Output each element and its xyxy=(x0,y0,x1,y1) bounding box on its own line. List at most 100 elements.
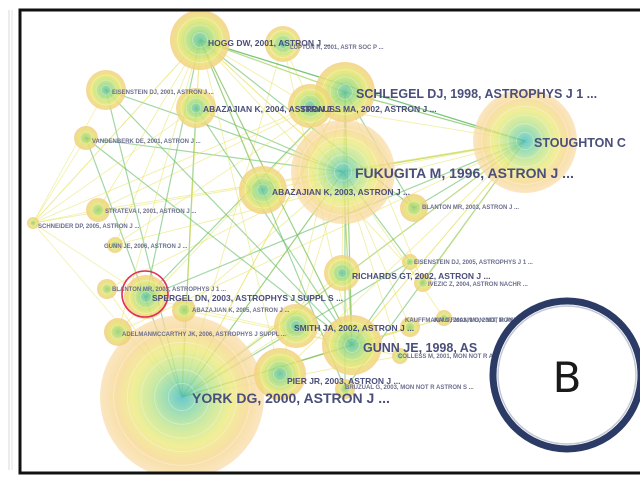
node-circle[interactable] xyxy=(74,126,98,150)
citation-edge xyxy=(195,107,353,346)
panel-frame xyxy=(18,8,640,475)
node-colless[interactable] xyxy=(392,348,408,364)
node-ring xyxy=(129,280,163,314)
node-blanton2003b[interactable] xyxy=(97,279,117,299)
node-ring xyxy=(339,383,351,395)
node-abazajian2004[interactable] xyxy=(176,88,216,128)
node-york[interactable] xyxy=(100,315,264,477)
node-circle[interactable] xyxy=(436,310,452,326)
node-circle[interactable] xyxy=(392,348,408,364)
node-label-vandenberk: VANDENBERK DE, 2001, ASTRON J ... xyxy=(92,139,201,145)
node-smith[interactable] xyxy=(274,304,318,348)
node-ring xyxy=(336,329,368,361)
node-circle[interactable] xyxy=(324,255,360,291)
node-ring xyxy=(250,177,276,203)
node-circle[interactable] xyxy=(176,88,216,128)
node-circle[interactable] xyxy=(402,254,418,270)
node-eisenstein2001[interactable] xyxy=(86,70,126,110)
node-circle[interactable] xyxy=(265,26,301,62)
node-circle[interactable] xyxy=(473,89,577,193)
node-strauss[interactable] xyxy=(288,84,332,128)
node-circle[interactable] xyxy=(400,194,428,222)
citation-edge xyxy=(32,39,201,224)
node-abazajian2003[interactable] xyxy=(239,166,287,214)
node-pier[interactable] xyxy=(254,348,306,400)
node-ring xyxy=(273,367,287,381)
node-fukugita[interactable] xyxy=(291,120,395,224)
node-ring xyxy=(293,89,327,123)
node-hogg[interactable] xyxy=(170,10,230,70)
node-label-abazajian2004: ABAZAJIAN K, 2004, ASTRON J ... xyxy=(203,104,341,114)
node-abazajian2005[interactable] xyxy=(172,298,196,322)
citation-edge xyxy=(32,107,197,224)
node-spergel[interactable] xyxy=(124,275,168,319)
node-adelman[interactable] xyxy=(104,318,132,346)
node-ring xyxy=(90,74,122,106)
node-circle[interactable] xyxy=(322,315,382,375)
node-label-kauffmann: KAUFFMANN G, 2003, MON NOT R ASTRON S ..… xyxy=(405,318,543,324)
node-label-schlegel: SCHLEGEL DJ, 1998, ASTROPHYS J 1 ... xyxy=(356,87,597,101)
citation-edge xyxy=(32,137,87,224)
node-circle[interactable] xyxy=(254,348,306,400)
node-circle[interactable] xyxy=(100,315,264,477)
node-label-gunn: GUNN JE, 1998, AS xyxy=(363,341,477,355)
node-ivezic[interactable] xyxy=(414,274,432,292)
panel-badge: B xyxy=(489,297,640,453)
node-circle[interactable] xyxy=(414,274,432,292)
node-ring xyxy=(29,219,37,227)
burst-ring xyxy=(121,270,169,318)
node-lupton[interactable] xyxy=(265,26,301,62)
node-ring xyxy=(284,314,308,338)
node-ring xyxy=(307,136,379,208)
citation-edge xyxy=(114,39,201,246)
node-gunn[interactable] xyxy=(322,315,382,375)
node-label-abazajian2005: ABAZAJIAN K, 2005, ASTRON J ... xyxy=(192,308,290,314)
node-stoughton_small[interactable] xyxy=(86,198,110,222)
node-ring xyxy=(304,100,316,112)
node-ring xyxy=(328,259,356,287)
node-circle[interactable] xyxy=(400,317,420,337)
node-circle[interactable] xyxy=(288,84,332,128)
citation-edge xyxy=(199,39,346,390)
node-circle[interactable] xyxy=(86,198,110,222)
node-ring xyxy=(344,337,360,353)
node-richards[interactable] xyxy=(324,255,360,291)
node-circle[interactable] xyxy=(335,379,355,399)
node-circle[interactable] xyxy=(274,304,318,348)
node-circle[interactable] xyxy=(291,120,395,224)
node-gunn2006[interactable] xyxy=(107,237,123,253)
node-circle[interactable] xyxy=(172,298,196,322)
node-ring xyxy=(498,114,552,168)
node-vandenberk[interactable] xyxy=(74,126,98,150)
node-ring xyxy=(337,84,353,100)
node-schneider[interactable] xyxy=(27,217,39,229)
node-circle[interactable] xyxy=(170,10,230,70)
node-circle[interactable] xyxy=(27,217,39,229)
node-kauffmann2003b[interactable] xyxy=(436,310,452,326)
citation-edge xyxy=(97,39,201,211)
node-label-york: YORK DG, 2000, ASTRON J ... xyxy=(192,390,390,406)
node-ring xyxy=(134,285,158,309)
node-kauffmann[interactable] xyxy=(400,317,420,337)
node-circle[interactable] xyxy=(86,70,126,110)
node-label-eisenstein2005: EISENSTEIN DJ, 2005, ASTROPHYS J 1 ... xyxy=(414,260,533,266)
node-layer xyxy=(27,10,577,477)
citation-edge xyxy=(32,89,107,224)
citation-edge xyxy=(145,39,201,298)
node-ring xyxy=(244,171,282,209)
node-circle[interactable] xyxy=(104,318,132,346)
node-circle[interactable] xyxy=(239,166,287,214)
node-circle[interactable] xyxy=(107,237,123,253)
node-circle[interactable] xyxy=(97,279,117,299)
node-label-blanton2003: BLANTON MR, 2003, ASTRON J ... xyxy=(422,205,519,211)
node-label-stoughton_small: STRATEVA I, 2001, ASTRON J ... xyxy=(105,209,197,215)
label-layer: YORK DG, 2000, ASTRON J ... STOUGHTON C FU… xyxy=(38,38,626,406)
node-ring xyxy=(140,355,224,439)
node-bruzual[interactable] xyxy=(335,379,355,399)
node-blanton2003[interactable] xyxy=(400,194,428,222)
node-stoughton[interactable] xyxy=(473,89,577,193)
node-eisenstein2005[interactable] xyxy=(402,254,418,270)
node-ring xyxy=(404,321,416,333)
node-circle[interactable] xyxy=(124,275,168,319)
